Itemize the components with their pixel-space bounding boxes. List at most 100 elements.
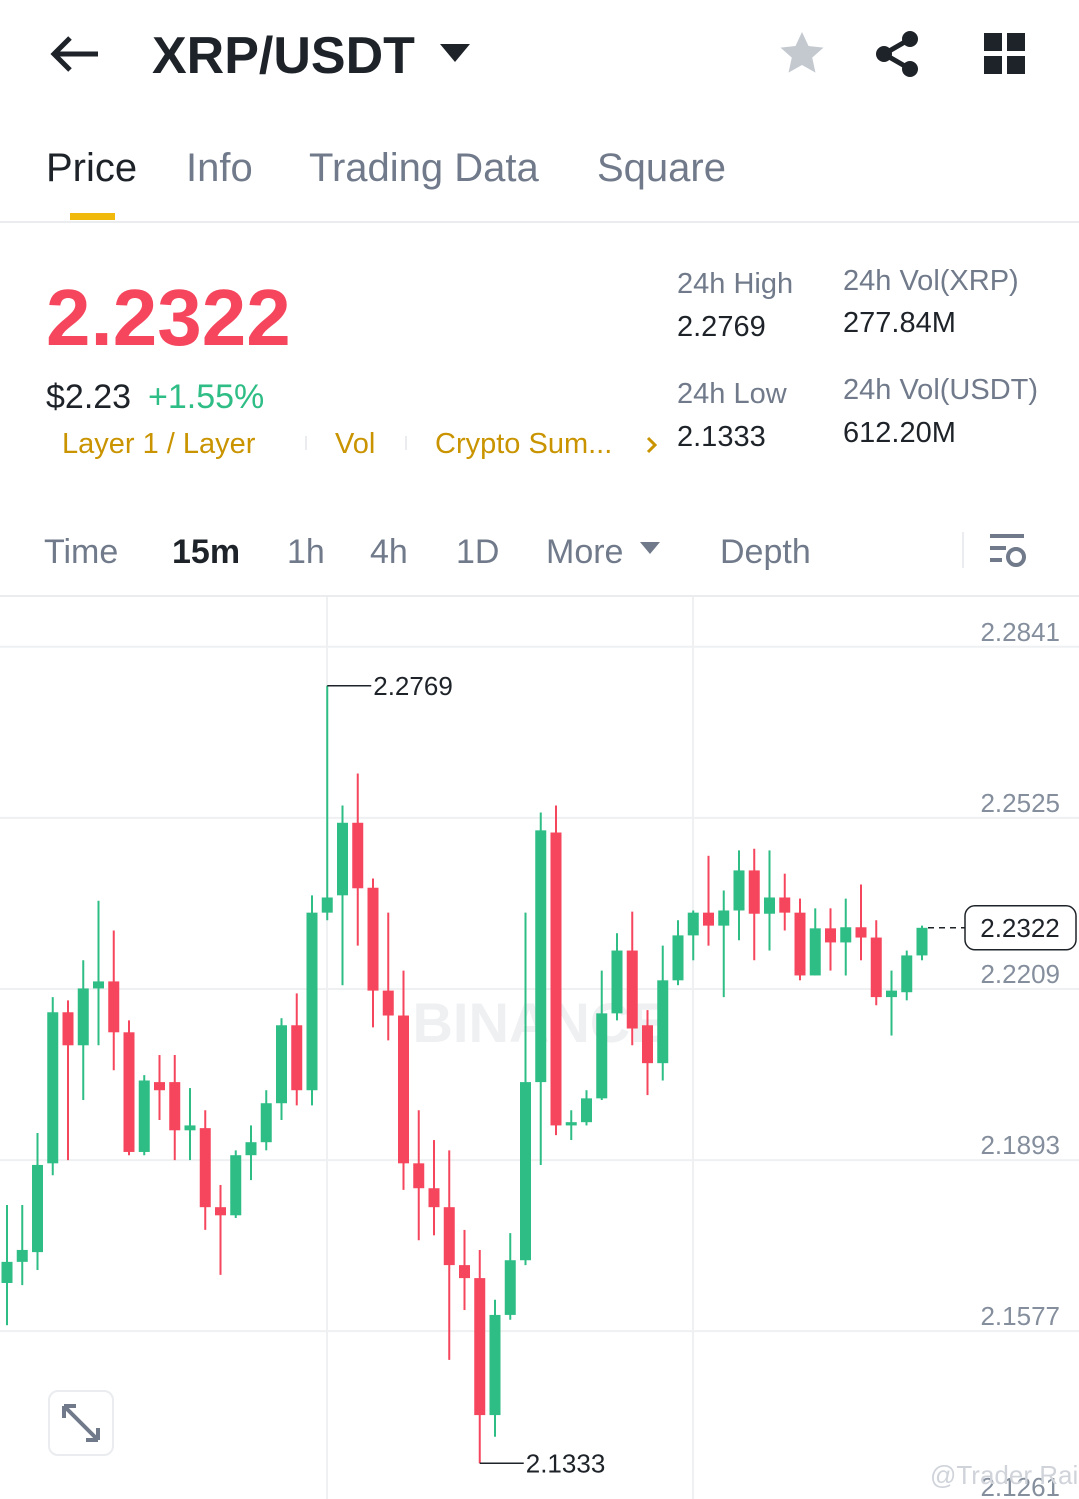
- candle-body: [260, 1103, 272, 1143]
- candle-body: [626, 950, 638, 1029]
- candle-body: [779, 897, 791, 913]
- candle-body: [581, 1098, 592, 1123]
- credit: @Trader Rai: [930, 1460, 1079, 1490]
- candle-body: [565, 1122, 577, 1126]
- more-caret[interactable]: [640, 542, 660, 556]
- candle-body: [489, 1314, 501, 1416]
- pair-caret[interactable]: [440, 44, 470, 64]
- candle-body: [169, 1082, 181, 1131]
- interval-depth[interactable]: Depth: [720, 533, 811, 571]
- candle-body: [138, 1080, 150, 1152]
- interval-active[interactable]: 15m: [172, 533, 241, 571]
- candle-body: [718, 910, 730, 926]
- candle-body: [535, 830, 547, 1083]
- divider: [0, 595, 1079, 597]
- candle-body: [657, 980, 669, 1064]
- candle-body: [1, 1261, 13, 1283]
- candle-body: [32, 1164, 43, 1253]
- candle-body: [245, 1142, 257, 1156]
- price-change: +1.55%: [148, 378, 265, 416]
- last-price-label: 2.2322: [980, 913, 1060, 943]
- interval[interactable]: 1h: [287, 533, 325, 571]
- candle-body: [398, 1015, 409, 1164]
- candle-body: [794, 912, 806, 976]
- stat-value: 612.20M: [843, 417, 956, 449]
- stat-value: 2.2769: [677, 311, 766, 343]
- candlestick-chart: BINANCE 2.28412.25252.22092.18932.15772.…: [0, 597, 1079, 1499]
- candle-body: [672, 935, 684, 981]
- candle-body: [199, 1128, 211, 1208]
- candle-body: [916, 927, 928, 956]
- back-button[interactable]: [48, 34, 100, 74]
- candle-body: [154, 1082, 165, 1091]
- candle-body: [352, 822, 364, 889]
- tab-square[interactable]: Square: [597, 146, 726, 190]
- stat-label: 24h High: [677, 268, 794, 300]
- candle-body: [47, 1012, 59, 1164]
- stat-label: 24h Vol(USDT): [843, 374, 1039, 406]
- chart-settings[interactable]: [988, 532, 1028, 570]
- tab-indicator: [70, 213, 115, 220]
- low-label: 2.1333: [526, 1448, 606, 1478]
- separator: [962, 532, 964, 568]
- candle-body: [520, 1082, 531, 1261]
- candle-body: [870, 937, 882, 998]
- candle-body: [687, 912, 699, 936]
- candle-body: [428, 1188, 440, 1208]
- y-tick-label: 2.1261: [980, 1472, 1060, 1499]
- tag[interactable]: Crypto Sum...: [435, 428, 613, 460]
- tag[interactable]: Layer 1 / Layer: [62, 428, 256, 460]
- candle-body: [276, 1025, 287, 1104]
- candle-body: [413, 1163, 425, 1189]
- stat-value: 2.1333: [677, 421, 766, 453]
- interval-more[interactable]: More: [546, 533, 624, 571]
- last-price: 2.2322: [46, 273, 291, 362]
- interval[interactable]: 1D: [456, 533, 500, 571]
- candle-body: [611, 950, 623, 1014]
- candle-body: [108, 981, 120, 1033]
- candle-body: [16, 1249, 28, 1262]
- tab-price[interactable]: Price: [46, 146, 138, 190]
- tag[interactable]: Vol: [335, 428, 376, 460]
- candle-body: [215, 1207, 226, 1216]
- y-tick-label: 2.1577: [980, 1301, 1060, 1331]
- tab-trading-data[interactable]: Trading Data: [309, 146, 539, 190]
- candle-body: [733, 870, 745, 911]
- candle-body: [306, 912, 318, 1091]
- candle-body: [382, 990, 394, 1016]
- candle-body: [184, 1125, 196, 1131]
- expand-button[interactable]: [48, 1390, 114, 1456]
- candle-body: [123, 1032, 135, 1152]
- candle-body: [321, 897, 333, 913]
- interval[interactable]: Time: [44, 533, 119, 571]
- stat-label: 24h Low: [677, 378, 787, 410]
- interval[interactable]: 4h: [370, 533, 408, 571]
- candle-body: [474, 1278, 486, 1416]
- candle-body: [764, 897, 775, 914]
- high-label: 2.2769: [373, 671, 453, 701]
- candle-body: [642, 1025, 653, 1064]
- candle-body: [77, 988, 89, 1046]
- divider: [0, 221, 1079, 223]
- tags-chevron[interactable]: [645, 436, 659, 454]
- layout-icon[interactable]: [984, 33, 1026, 75]
- tab-info[interactable]: Info: [186, 146, 253, 190]
- y-tick-label: 2.2841: [980, 617, 1060, 647]
- y-tick-label: 2.2209: [980, 959, 1060, 989]
- candle-body: [93, 981, 104, 989]
- separator: [405, 436, 407, 450]
- separator: [305, 436, 307, 450]
- y-tick-label: 2.2525: [980, 788, 1060, 818]
- candle-body: [337, 822, 348, 896]
- pair-title[interactable]: XRP/USDT: [152, 27, 415, 85]
- candle-body: [550, 832, 562, 1126]
- usd-price: $2.23: [46, 378, 132, 416]
- candle-body: [703, 912, 714, 926]
- favorite-star[interactable]: [778, 30, 826, 78]
- share-icon[interactable]: [874, 30, 922, 78]
- candle-body: [443, 1207, 455, 1266]
- candle-body: [367, 887, 379, 991]
- candle-body: [596, 1013, 608, 1099]
- last-price-box: [964, 905, 1077, 951]
